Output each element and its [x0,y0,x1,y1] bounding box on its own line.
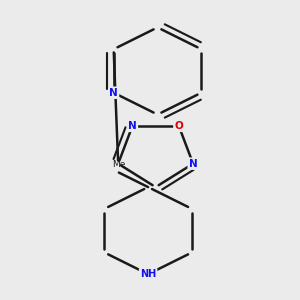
Text: Me: Me [112,160,126,169]
Text: N: N [189,159,197,169]
Text: N: N [109,88,118,98]
Text: N: N [128,121,137,131]
Text: NH: NH [140,269,156,279]
Text: O: O [174,121,183,131]
